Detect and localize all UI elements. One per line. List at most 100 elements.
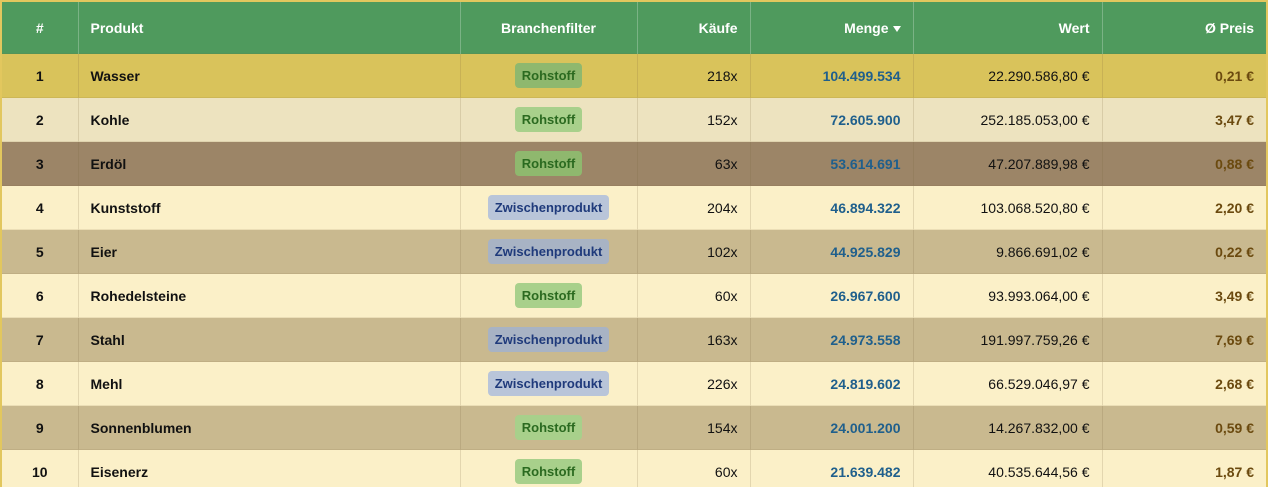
header-row: # Produkt Branchenfilter Käufe Menge Wert Ø Pr… [2, 2, 1266, 54]
column-header-label: Produkt [90, 19, 144, 36]
cell-avg-price: 0,88 € [1102, 141, 1266, 186]
table-row[interactable]: 4 Kunststoff Zwischenprodukt 204x 46.894.322… [2, 185, 1266, 230]
cell-purchases: 226x [637, 361, 751, 406]
cell-product-name: Rohedelsteine [78, 273, 461, 318]
rank: 3 [35, 155, 44, 172]
purchases: 154x [707, 419, 738, 436]
avg-price: 2,20 € [1215, 199, 1254, 216]
value: 93.993.064,00 € [988, 287, 1090, 304]
value: 9.866.691,02 € [996, 243, 1090, 260]
cell-product-name: Mehl [78, 361, 461, 406]
quantity: 26.967.600 [830, 287, 901, 304]
column-header-label: Wert [1058, 19, 1090, 36]
cell-product-name: Erdöl [78, 141, 461, 186]
cell-category: Rohstoff [460, 97, 638, 142]
column-header[interactable]: Produkt [78, 2, 461, 54]
value: 252.185.053,00 € [980, 111, 1090, 128]
table-row[interactable]: 6 Rohedelsteine Rohstoff 60x 26.967.600 93.99… [2, 273, 1266, 318]
value: 40.535.644,56 € [988, 463, 1090, 480]
table-row[interactable]: 2 Kohle Rohstoff 152x 72.605.900 252.185.053,… [2, 97, 1266, 142]
quantity: 104.499.534 [822, 67, 901, 84]
column-header-label: Ø Preis [1204, 19, 1254, 36]
column-header-label: # [35, 19, 44, 36]
cell-quantity: 21.639.482 [750, 449, 914, 487]
avg-price: 0,88 € [1215, 155, 1254, 172]
category-badge: Rohstoff [514, 459, 583, 484]
cell-avg-price: 0,59 € [1102, 405, 1266, 450]
column-header[interactable]: # [2, 2, 79, 54]
cell-purchases: 163x [637, 317, 751, 362]
product-name: Eier [90, 243, 117, 260]
table-row[interactable]: 1 Wasser Rohstoff 218x 104.499.534 22.290.586… [2, 53, 1266, 98]
rank: 8 [35, 375, 44, 392]
sort-arrow [892, 25, 901, 32]
column-header[interactable]: Branchenfilter [460, 2, 638, 54]
category-badge: Rohstoff [514, 151, 583, 176]
cell-avg-price: 2,68 € [1102, 361, 1266, 406]
category-badge: Zwischenprodukt [487, 371, 610, 396]
value: 22.290.586,80 € [988, 67, 1090, 84]
cell-product-name: Kunststoff [78, 185, 461, 230]
cell-value: 66.529.046,97 € [913, 361, 1103, 406]
cell-purchases: 60x [637, 449, 751, 487]
table-row[interactable]: 3 Erdöl Rohstoff 63x 53.614.691 47.207.889,98… [2, 141, 1266, 186]
rank: 7 [35, 331, 44, 348]
column-header[interactable]: Menge [750, 2, 914, 54]
cell-avg-price: 0,21 € [1102, 53, 1266, 98]
cell-purchases: 152x [637, 97, 751, 142]
cell-avg-price: 3,47 € [1102, 97, 1266, 142]
cell-category: Zwischenprodukt [460, 317, 638, 362]
cell-category: Zwischenprodukt [460, 185, 638, 230]
table-row[interactable]: 5 Eier Zwischenprodukt 102x 44.925.829 9.866.… [2, 229, 1266, 274]
cell-quantity: 24.819.602 [750, 361, 914, 406]
cell-rank: 4 [2, 185, 79, 230]
quantity: 44.925.829 [830, 243, 901, 260]
product-name: Erdöl [90, 155, 127, 172]
table-row[interactable]: 9 Sonnenblumen Rohstoff 154x 24.001.200 14.26… [2, 405, 1266, 450]
cell-quantity: 44.925.829 [750, 229, 914, 274]
table-row[interactable]: 10 Eisenerz Rohstoff 60x 21.639.482 40.535.64… [2, 449, 1266, 487]
cell-rank: 6 [2, 273, 79, 318]
cell-quantity: 72.605.900 [750, 97, 914, 142]
column-header[interactable]: Wert [913, 2, 1103, 54]
cell-rank: 1 [2, 53, 79, 98]
cell-rank: 7 [2, 317, 79, 362]
cell-purchases: 63x [637, 141, 751, 186]
column-header[interactable]: Ø Preis [1102, 2, 1266, 54]
rank: 10 [31, 463, 48, 480]
cell-value: 93.993.064,00 € [913, 273, 1103, 318]
rank: 4 [35, 199, 44, 216]
cell-rank: 5 [2, 229, 79, 274]
rank: 6 [35, 287, 44, 304]
quantity: 24.819.602 [830, 375, 901, 392]
category-badge: Zwischenprodukt [487, 195, 610, 220]
cell-purchases: 60x [637, 273, 751, 318]
cell-value: 9.866.691,02 € [913, 229, 1103, 274]
cell-category: Zwischenprodukt [460, 361, 638, 406]
cell-rank: 10 [2, 449, 79, 487]
quantity: 72.605.900 [830, 111, 901, 128]
cell-category: Rohstoff [460, 449, 638, 487]
column-header[interactable]: Käufe [637, 2, 751, 54]
value: 14.267.832,00 € [988, 419, 1090, 436]
purchases: 226x [707, 375, 738, 392]
avg-price: 0,21 € [1215, 67, 1254, 84]
avg-price: 2,68 € [1215, 375, 1254, 392]
cell-quantity: 46.894.322 [750, 185, 914, 230]
rank: 2 [35, 111, 44, 128]
avg-price: 7,69 € [1215, 331, 1254, 348]
table-body: 1 Wasser Rohstoff 218x 104.499.534 22.290.586… [2, 53, 1266, 487]
cell-rank: 2 [2, 97, 79, 142]
product-name: Kohle [90, 111, 130, 128]
quantity: 21.639.482 [830, 463, 901, 480]
category-badge: Rohstoff [514, 415, 583, 440]
cell-avg-price: 7,69 € [1102, 317, 1266, 362]
cell-product-name: Sonnenblumen [78, 405, 461, 450]
cell-purchases: 218x [637, 53, 751, 98]
table-row[interactable]: 8 Mehl Zwischenprodukt 226x 24.819.602 66.529… [2, 361, 1266, 406]
cell-category: Rohstoff [460, 53, 638, 98]
cell-rank: 9 [2, 405, 79, 450]
cell-value: 47.207.889,98 € [913, 141, 1103, 186]
purchases: 102x [707, 243, 738, 260]
table-row[interactable]: 7 Stahl Zwischenprodukt 163x 24.973.558 191.9… [2, 317, 1266, 362]
